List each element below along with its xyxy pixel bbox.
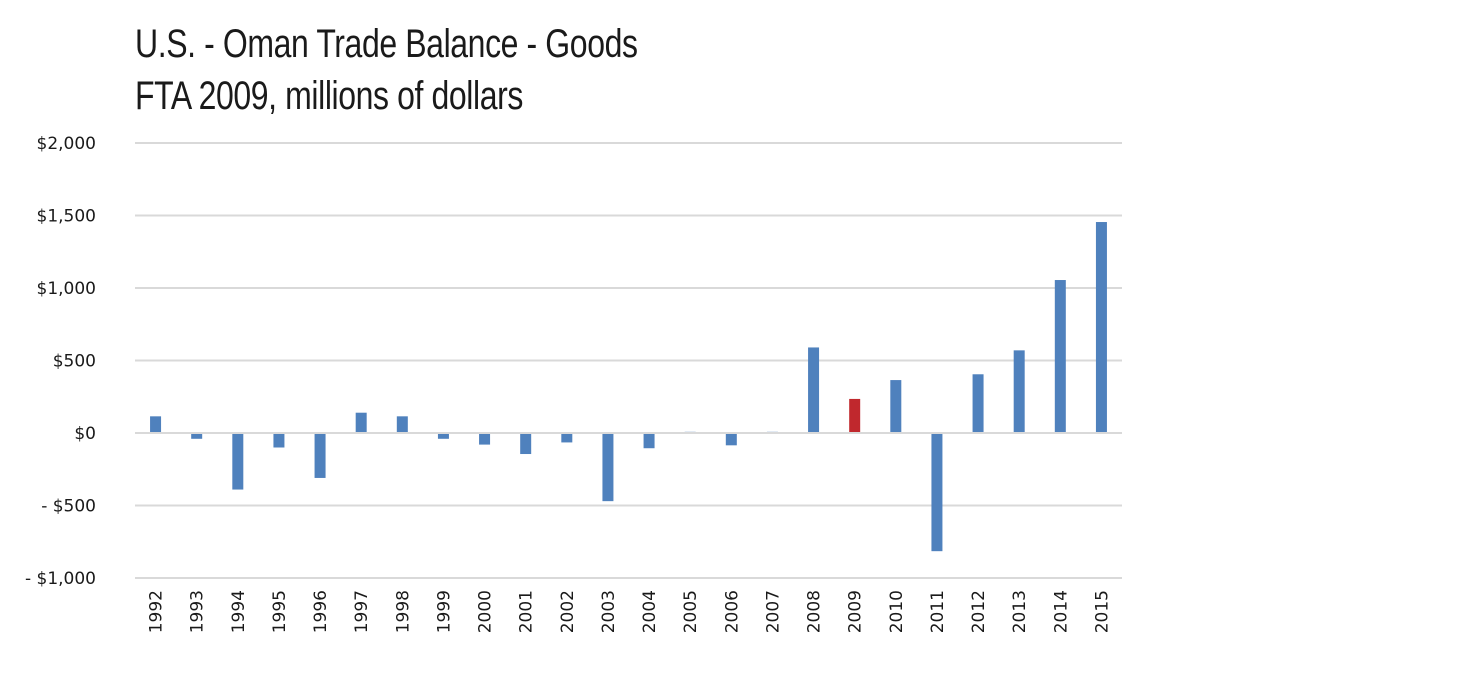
x-tick-label: 2006 [722, 590, 742, 633]
x-tick-label: 1998 [393, 590, 413, 633]
bar-1996 [314, 433, 326, 478]
bar-1993 [191, 433, 203, 439]
x-tick-label: 2008 [805, 590, 825, 633]
x-tick-label: 2002 [558, 590, 578, 633]
x-tick-label: 1997 [352, 590, 372, 633]
x-tick-label: 2000 [476, 590, 496, 633]
x-tick-label: 2014 [1051, 590, 1071, 633]
y-tick-label: $2,000 [37, 134, 96, 154]
bars [150, 222, 1107, 552]
x-tick-label: 1993 [188, 590, 208, 633]
x-tick-label: 2011 [928, 590, 948, 633]
x-tick-label: 2010 [887, 590, 907, 633]
bar-2014 [1054, 280, 1066, 433]
y-tick-label: $0 [74, 424, 96, 444]
bar-2000 [479, 433, 491, 445]
bar-1998 [396, 416, 408, 433]
y-tick-label: $500 [53, 352, 96, 372]
y-tick-label: - $1,000 [25, 569, 96, 589]
bar-2002 [561, 433, 573, 443]
x-tick-label: 2005 [681, 590, 701, 633]
x-tick-label: 2003 [599, 590, 619, 633]
bar-2006 [725, 433, 737, 446]
chart-subtitle: FTA 2009, millions of dollars [135, 74, 523, 118]
x-tick-label: 2015 [1092, 590, 1112, 633]
x-tick-label: 1994 [229, 590, 249, 633]
bar-2013 [1013, 350, 1025, 433]
x-tick-label: 2004 [640, 590, 660, 633]
bar-2011 [931, 433, 943, 552]
x-axis-tick-labels: 1992 1993 1994 1995 1996 1997 1998 1999 2000 2001… [147, 590, 1113, 633]
bar-1997 [355, 412, 367, 433]
x-tick-label: 2012 [969, 590, 989, 633]
bar-2012 [972, 374, 984, 433]
x-tick-label: 1999 [434, 590, 454, 633]
bar-2010 [890, 380, 902, 433]
x-tick-label: 2007 [763, 590, 783, 633]
y-axis-tick-labels: $2,000 $1,500 $1,000 $500 $0 - $500 - $1,000 [25, 134, 96, 589]
bar-1995 [273, 433, 285, 448]
x-tick-label: 1996 [311, 590, 331, 633]
bar-1994 [232, 433, 244, 490]
bar-2009 [849, 398, 861, 433]
x-tick-label: 2013 [1010, 590, 1030, 633]
y-tick-label: $1,000 [37, 279, 96, 299]
bar-2003 [602, 433, 614, 502]
bar-2015 [1095, 222, 1107, 433]
x-tick-label: 2009 [846, 590, 866, 633]
grid-lines [135, 142, 1122, 579]
x-tick-label: 2001 [517, 590, 537, 633]
bar-1999 [437, 433, 449, 439]
x-tick-label: 1995 [270, 590, 290, 633]
x-tick-label: 1992 [147, 590, 167, 633]
bar-1992 [150, 416, 162, 433]
y-tick-label: $1,500 [37, 207, 96, 227]
chart-title: U.S. - Oman Trade Balance - Goods FTA 20… [135, 18, 638, 122]
bar-2004 [643, 433, 655, 449]
bar-2001 [520, 433, 532, 455]
bar-2008 [808, 347, 820, 433]
y-tick-label: - $500 [41, 497, 96, 517]
chart-title-line: U.S. - Oman Trade Balance - Goods [135, 22, 638, 66]
